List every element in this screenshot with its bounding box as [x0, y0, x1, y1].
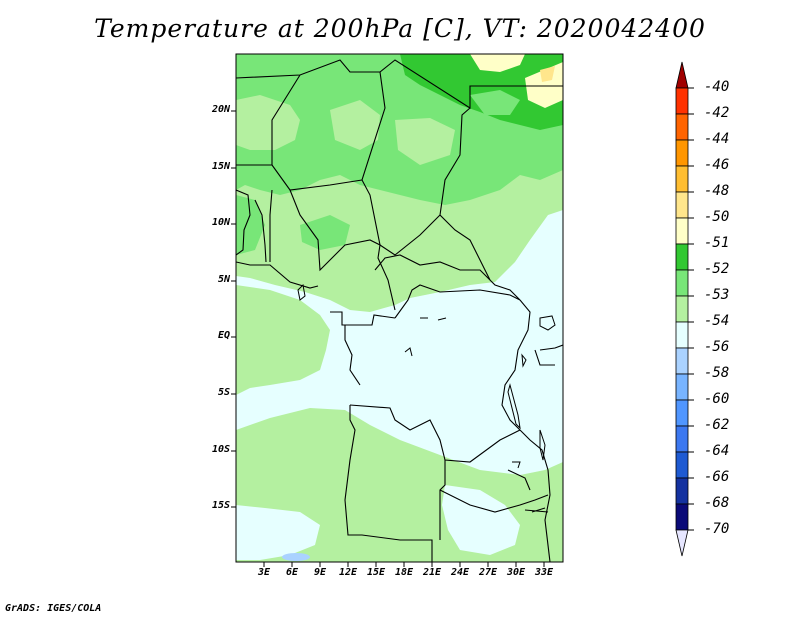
- x-tick-label: 6E: [285, 567, 299, 578]
- band-minus51-52-northeast: [400, 54, 563, 130]
- band-minus50-51-a: [470, 54, 525, 72]
- band-minus48-50: [540, 66, 555, 82]
- colorbar-swatch: [675, 87, 689, 115]
- x-tick-label: 21E: [422, 567, 442, 578]
- band-minus56-58: [282, 553, 310, 561]
- colorbar-label: -58: [704, 365, 730, 381]
- lakes: [297, 283, 556, 513]
- colorbar-label: -48: [704, 183, 730, 199]
- temperature-field: [236, 54, 563, 562]
- y-tick-label: EQ: [217, 330, 230, 341]
- lake-fragment-c: [404, 347, 413, 357]
- colorbar-label: -52: [704, 261, 730, 277]
- band-minus52-53-inset: [470, 90, 520, 115]
- band-minus53-54-hole-b: [330, 100, 380, 150]
- colorbar-swatch: [675, 191, 689, 219]
- colorbar-swatch: [675, 451, 689, 479]
- colorbar-label: -51: [704, 235, 730, 251]
- colorbar-swatch: [675, 243, 689, 271]
- lake-tanganyika: [507, 383, 521, 430]
- band-minus53-54-hole-a: [236, 95, 300, 150]
- colorbar-bottom-arrow: [675, 529, 689, 557]
- x-tick-label: 30E: [506, 567, 526, 578]
- grads-credit: GrADS: IGES/COLA: [5, 603, 102, 614]
- x-tick-label: 33E: [534, 567, 554, 578]
- country-borders: [236, 59, 563, 562]
- y-tick-label: 15S: [211, 500, 230, 511]
- colorbar-swatch: [675, 217, 689, 245]
- colorbar-label: -42: [704, 105, 730, 121]
- x-tick-label: 18E: [394, 567, 414, 578]
- colorbar-swatch: [675, 321, 689, 349]
- lake-fragment-e: [531, 507, 546, 513]
- colorbar-swatch: [675, 477, 689, 505]
- lake-kivu: [521, 353, 527, 368]
- colorbar-swatch: [675, 347, 689, 375]
- colorbar-label: -50: [704, 209, 730, 225]
- lake-malawi: [539, 429, 546, 461]
- x-tick-label: 24E: [450, 567, 470, 578]
- colorbar-label: -40: [704, 79, 730, 95]
- x-tick-label: 3E: [257, 567, 271, 578]
- colorbar-label: -68: [704, 495, 730, 511]
- colorbar-swatch: [675, 165, 689, 193]
- colorbar-label: -56: [704, 339, 730, 355]
- colorbar-label: -64: [704, 443, 730, 459]
- colorbar-swatch: [675, 373, 689, 401]
- y-tick-label: 10N: [211, 217, 230, 228]
- band-minus53-54-west: [236, 285, 330, 395]
- y-tick-label: 10S: [211, 444, 230, 455]
- colorbar-swatch: [675, 503, 689, 531]
- y-tick-label: 5N: [217, 274, 230, 285]
- x-tick-label: 27E: [478, 567, 498, 578]
- band-minus53-54-hole-c: [395, 118, 455, 165]
- band-minus54-southwest: [236, 505, 320, 560]
- colorbar: [675, 61, 694, 557]
- colorbar-label: -62: [704, 417, 730, 433]
- colorbar-label: -70: [704, 521, 730, 537]
- colorbar-label: -54: [704, 313, 730, 329]
- colorbar-top-arrow: [675, 61, 689, 89]
- colorbar-label: -66: [704, 469, 730, 485]
- lake-victoria: [539, 315, 556, 331]
- colorbar-swatch: [675, 425, 689, 453]
- colorbar-swatch: [675, 139, 689, 167]
- colorbar-label: -53: [704, 287, 730, 303]
- band-minus54-southcentral: [442, 485, 520, 555]
- colorbar-label: -60: [704, 391, 730, 407]
- colorbar-swatch: [675, 269, 689, 297]
- y-tick-label: 15N: [211, 161, 230, 172]
- y-tick-label: 5S: [217, 387, 230, 398]
- lake-fragment-d: [512, 461, 521, 469]
- lake-fragment-b: [437, 317, 447, 321]
- colorbar-swatch: [675, 399, 689, 427]
- y-tick-label: 20N: [211, 104, 230, 115]
- chart-title: Temperature at 200hPa [C], VT: 202004240…: [94, 14, 706, 43]
- colorbar-label: -44: [704, 131, 730, 147]
- map-frame: [235, 53, 564, 563]
- x-tick-label: 12E: [338, 567, 358, 578]
- band-minus50-51-b: [525, 62, 563, 108]
- x-tick-label: 9E: [313, 567, 327, 578]
- band-minus52-53-central-lobe: [300, 215, 350, 250]
- axis-ticks: [231, 110, 545, 567]
- lake-volta: [297, 283, 306, 301]
- colorbar-label: -46: [704, 157, 730, 173]
- x-tick-label: 15E: [366, 567, 386, 578]
- colorbar-swatch: [675, 295, 689, 323]
- colorbar-swatch: [675, 113, 689, 141]
